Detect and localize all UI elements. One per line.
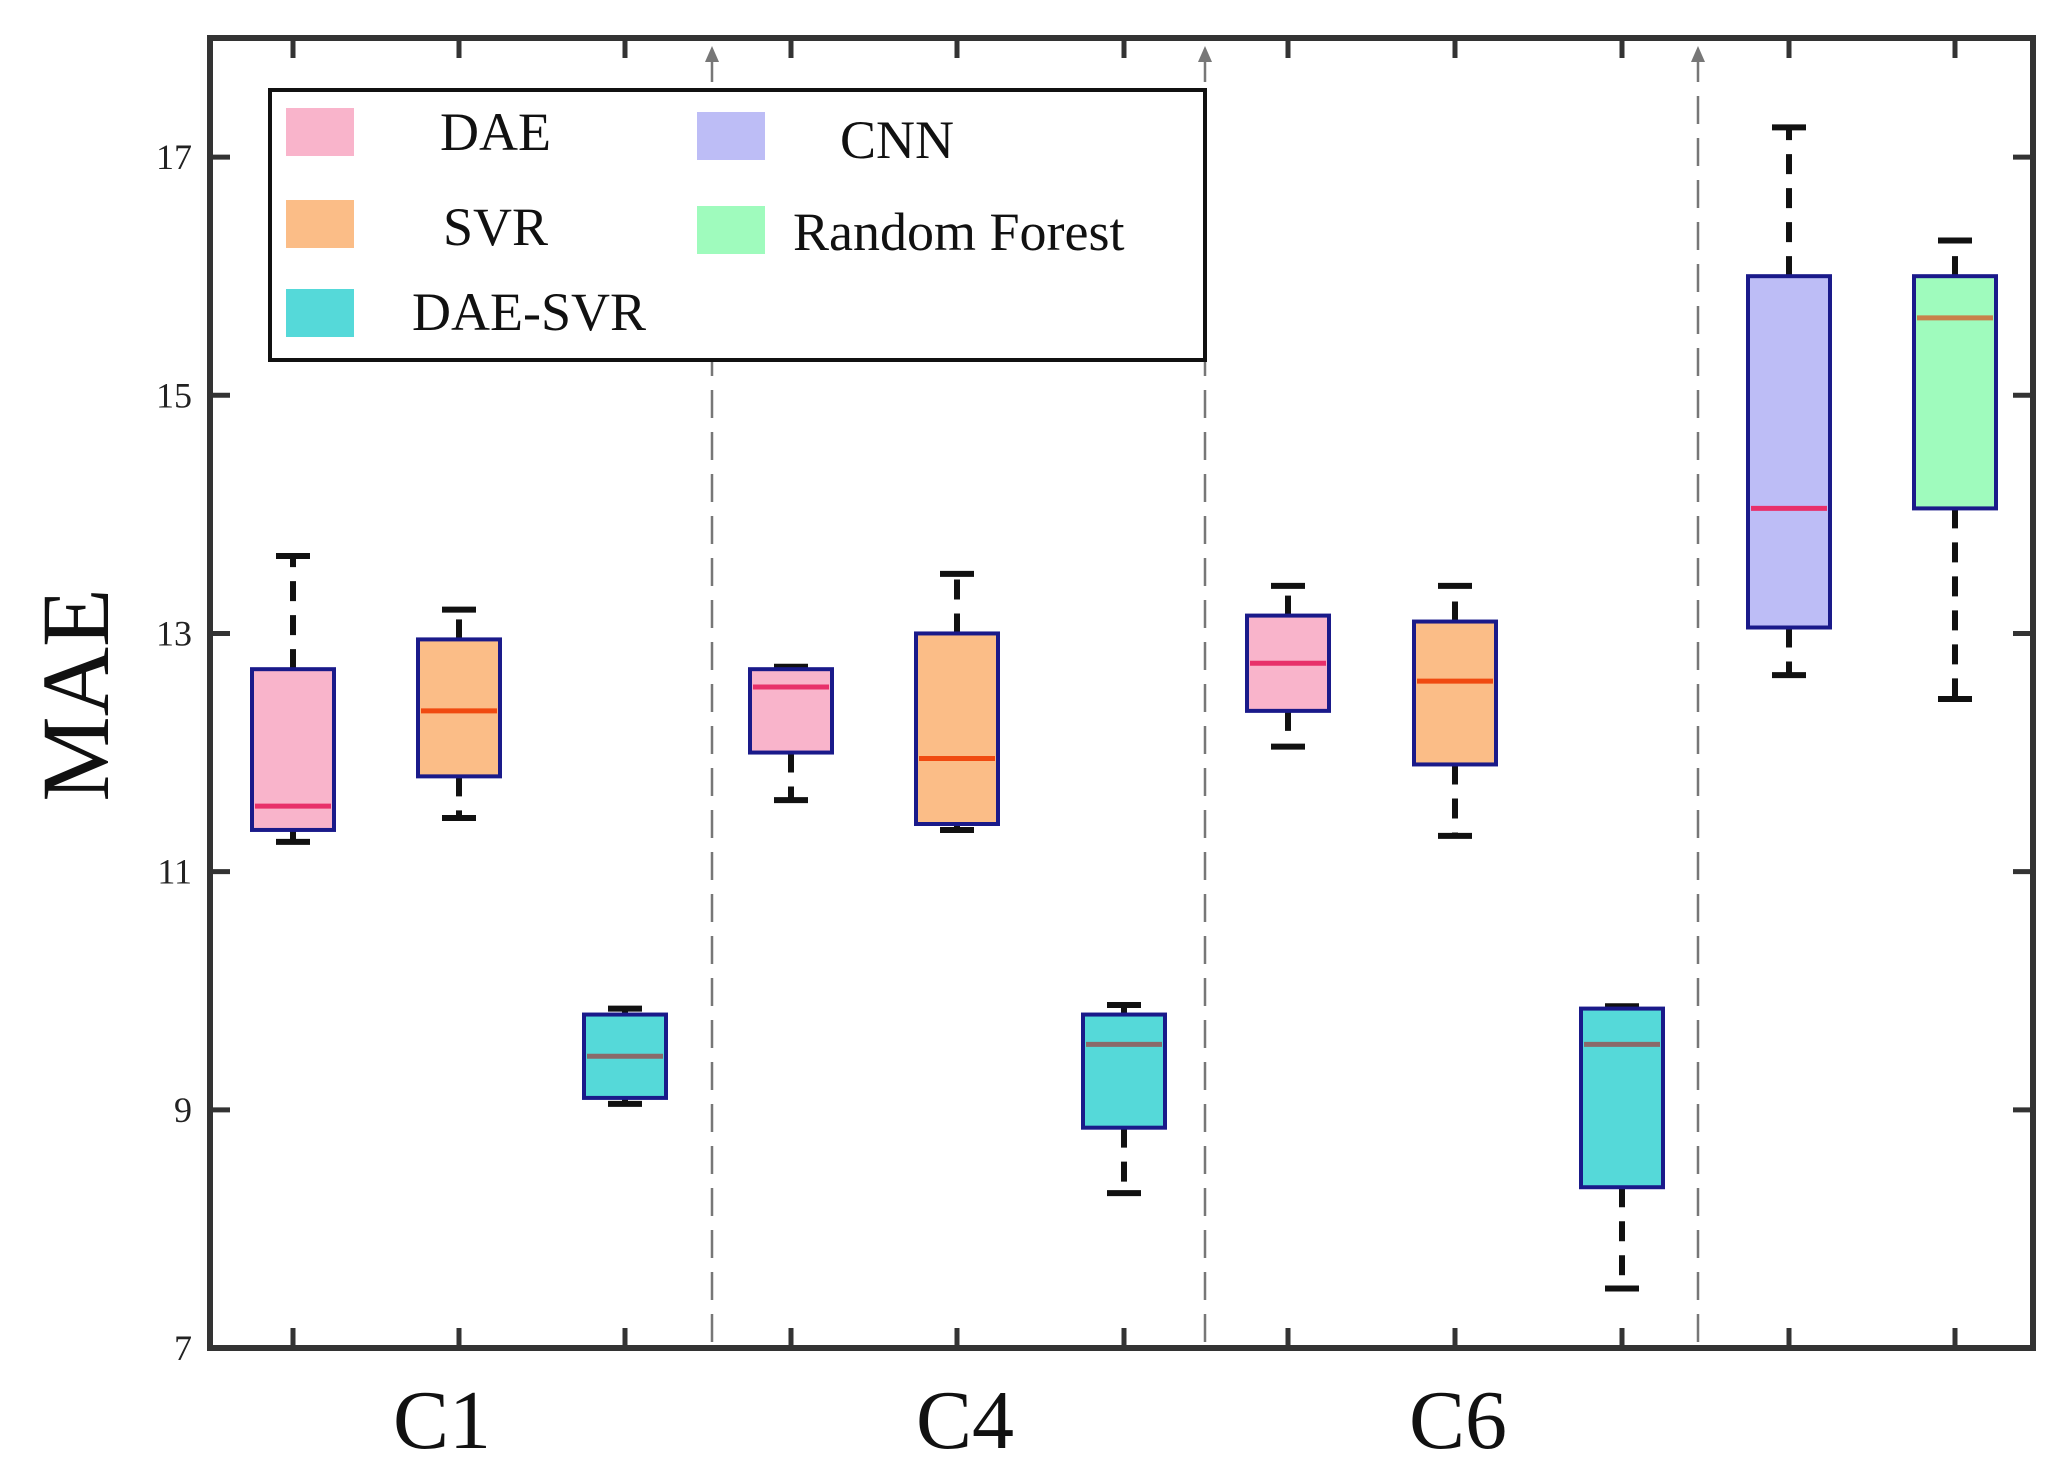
legend-swatch — [286, 289, 354, 337]
box-plot — [1081, 1002, 1167, 1197]
box-plot — [1912, 237, 1998, 702]
legend-label: Random Forest — [793, 202, 1125, 262]
box-body — [1412, 619, 1498, 767]
box-plot — [1245, 582, 1331, 750]
separator-arrow — [1198, 46, 1212, 62]
separator-arrow — [1691, 46, 1705, 62]
box-plot — [1746, 124, 1832, 679]
box-plot — [582, 1005, 668, 1107]
box-body — [748, 667, 834, 755]
box-plot — [1412, 582, 1498, 839]
box-body — [1746, 274, 1832, 630]
box-plot — [914, 570, 1000, 833]
y-tick-label: 15 — [156, 375, 192, 415]
box-plot — [1579, 1003, 1665, 1292]
group-label: C4 — [916, 1374, 1014, 1467]
y-tick-label: 9 — [174, 1090, 192, 1130]
legend: DAE SVR DAE-SVR CNN Random Forest — [268, 88, 1207, 362]
legend-label: DAE-SVR — [412, 282, 646, 342]
box-body — [914, 631, 1000, 826]
axes-layer: 7 9 11 13 15 17 C1 C4 C6 — [156, 35, 2036, 1467]
box-body — [416, 637, 502, 779]
legend-swatch — [697, 112, 765, 160]
group-label: C6 — [1409, 1374, 1507, 1467]
legend-swatch — [286, 108, 354, 156]
y-tick-label: 17 — [156, 137, 192, 177]
y-tick-label: 7 — [174, 1328, 192, 1368]
box-body — [1081, 1012, 1167, 1130]
legend-swatch — [697, 206, 765, 254]
box-body — [250, 667, 336, 832]
box-body — [1579, 1006, 1665, 1190]
box-plot — [748, 663, 834, 804]
legend-label: DAE — [440, 102, 551, 162]
legend-swatch — [286, 200, 354, 248]
y-tick-label: 13 — [156, 613, 192, 653]
box-plot — [250, 553, 336, 845]
y-axis-label: MAE — [22, 588, 129, 801]
box-plot — [416, 606, 502, 822]
y-tick-label: 11 — [157, 852, 192, 892]
boxes-layer — [250, 124, 1998, 1292]
separator-arrow — [705, 46, 719, 62]
box-body — [1912, 274, 1998, 511]
legend-label: SVR — [443, 197, 548, 257]
legend-label: CNN — [840, 110, 954, 170]
group-label: C1 — [393, 1374, 491, 1467]
